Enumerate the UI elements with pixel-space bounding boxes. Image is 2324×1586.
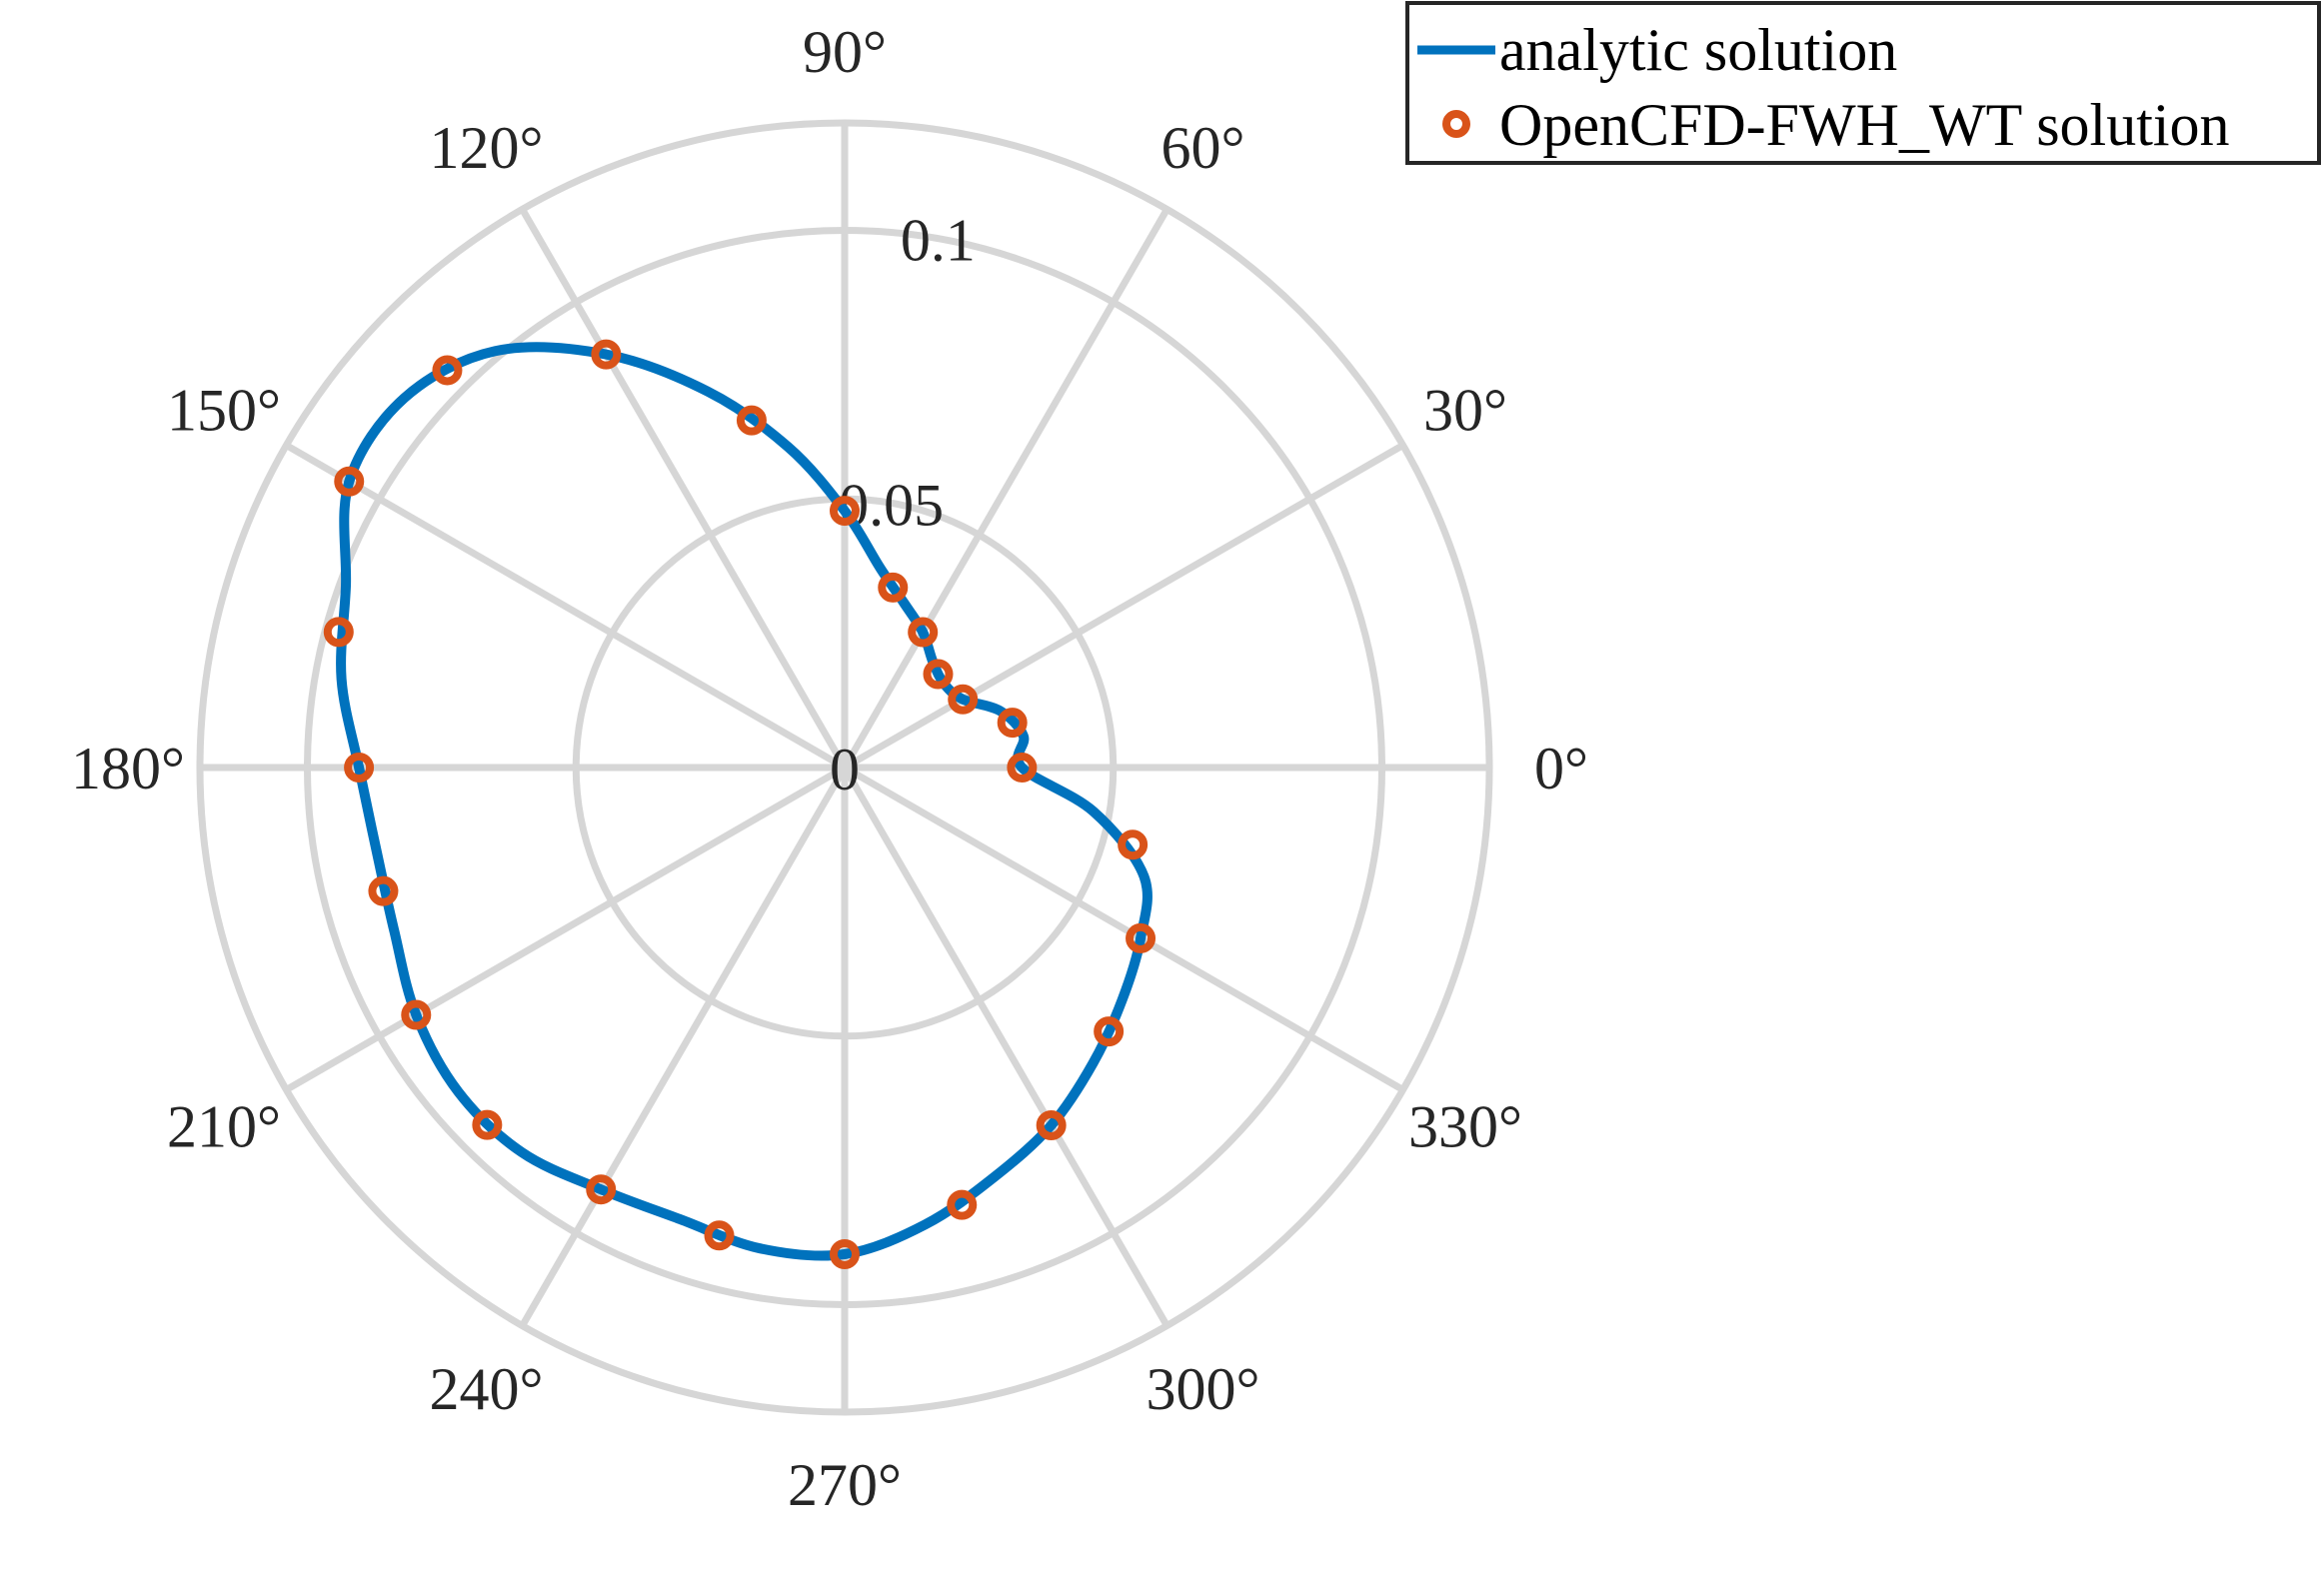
legend: analytic solution OpenCFD-FWH_WT solutio… — [1405, 1, 2321, 165]
marker-opencfd-315 — [1094, 1016, 1125, 1047]
marker-opencfd-150 — [334, 466, 365, 497]
marker-opencfd-255 — [704, 1220, 735, 1251]
grid-spoke-120 — [519, 207, 849, 770]
angle-tick-label-0: 0° — [1534, 736, 1588, 801]
radius-tick-label-2: 0.1 — [901, 208, 976, 274]
marker-opencfd-0 — [1007, 753, 1038, 783]
marker-opencfd-300 — [1036, 1109, 1067, 1140]
angle-tick-label-270: 270° — [788, 1452, 902, 1518]
marker-opencfd-270 — [830, 1238, 860, 1269]
angle-tick-label-210: 210° — [167, 1094, 281, 1160]
angle-tick-label-120: 120° — [430, 115, 544, 181]
legend-label-analytic: analytic solution — [1499, 17, 1897, 83]
marker-opencfd-285 — [947, 1189, 978, 1220]
marker-opencfd-210 — [401, 999, 432, 1030]
marker-opencfd-180 — [344, 753, 375, 783]
legend-marker-swatch — [1442, 110, 1470, 138]
grid-spoke-240 — [519, 766, 849, 1328]
marker-opencfd-345 — [1118, 829, 1149, 860]
grid-spoke-330 — [843, 764, 1405, 1093]
angle-tick-label-30: 30° — [1423, 378, 1507, 444]
angle-tick-label-60: 60° — [1162, 115, 1245, 181]
plot-series — [323, 339, 1157, 1269]
grid-spoke-210 — [284, 764, 847, 1093]
angle-tick-label-330: 330° — [1408, 1094, 1522, 1160]
marker-opencfd-330 — [1126, 922, 1157, 953]
grid-spoke-30 — [843, 442, 1405, 772]
series-line-analytic-solution — [336, 342, 1153, 1261]
marker-opencfd-105 — [736, 405, 767, 436]
angle-tick-label-180: 180° — [71, 736, 185, 801]
marker-opencfd-15 — [997, 708, 1028, 739]
marker-opencfd-60 — [908, 617, 939, 648]
marker-opencfd-195 — [368, 875, 399, 906]
angle-tick-labels: 0° 30° 60° 90° 120° 150° 180° 210° 240° 270° 300° 3… — [71, 19, 1588, 1518]
legend-label-numerical: OpenCFD-FWH_WT solution — [1499, 92, 2230, 158]
marker-opencfd-75 — [878, 572, 909, 603]
radius-tick-label-0: 0 — [830, 737, 860, 802]
polar-grid — [196, 119, 1493, 1416]
marker-opencfd-120 — [591, 339, 622, 370]
marker-opencfd-135 — [432, 355, 463, 386]
marker-opencfd-225 — [472, 1109, 503, 1140]
angle-tick-label-150: 150° — [167, 378, 281, 444]
marker-opencfd-90 — [830, 496, 860, 527]
grid-spoke-150 — [284, 442, 847, 772]
marker-opencfd-165 — [323, 617, 354, 648]
legend-box — [1405, 1, 2321, 165]
grid-spoke-60 — [841, 207, 1170, 770]
marker-opencfd-30 — [948, 684, 979, 715]
angle-tick-label-90: 90° — [803, 19, 887, 85]
marker-opencfd-240 — [586, 1174, 617, 1205]
angle-tick-label-240: 240° — [430, 1356, 544, 1422]
angle-tick-label-300: 300° — [1147, 1356, 1260, 1422]
grid-spoke-300 — [841, 766, 1170, 1328]
marker-opencfd-45 — [923, 659, 954, 690]
